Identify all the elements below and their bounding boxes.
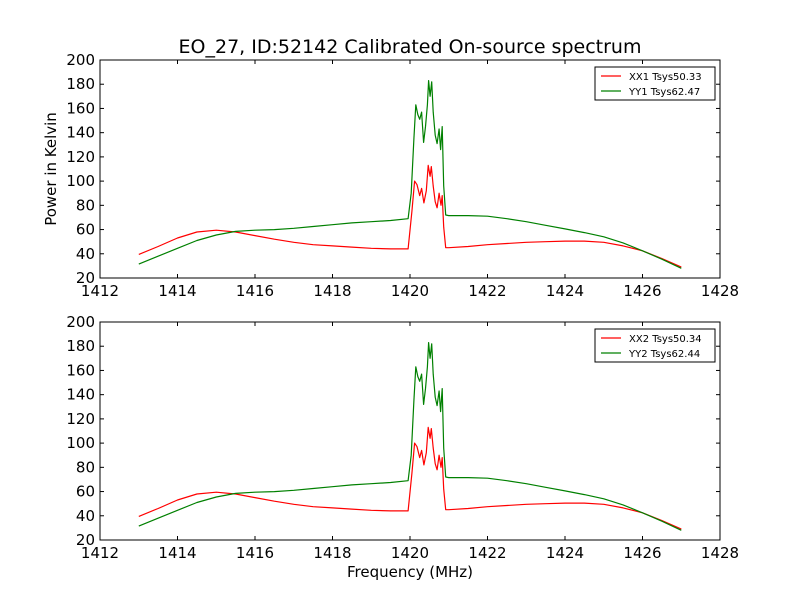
x-tick-label: 1418	[313, 282, 351, 300]
x-tick-label: 1416	[236, 282, 274, 300]
x-tick-label: 1426	[623, 282, 661, 300]
y-tick-label: 180	[66, 337, 95, 355]
y-tick-label: 40	[76, 245, 95, 263]
y-tick-label: 20	[76, 269, 95, 287]
y-axis-label: Power in Kelvin	[42, 112, 60, 226]
y-tick-label: 200	[66, 313, 95, 331]
legend-label: XX2 Tsys50.34	[629, 334, 702, 345]
series-line-xx1	[138, 164, 682, 268]
legend-label: YY2 Tsys62.44	[628, 349, 700, 360]
y-tick-label: 160	[66, 361, 95, 379]
y-tick-label: 100	[66, 434, 95, 452]
x-tick-label: 1428	[701, 282, 739, 300]
legend-box	[594, 66, 716, 101]
y-tick-label: 60	[76, 221, 95, 239]
y-tick-label: 140	[66, 124, 95, 142]
y-tick-label: 120	[66, 148, 95, 166]
top-panel: 1412 1414 1416 1418 1420 1422 1424 1426 1428 20 40…	[42, 51, 739, 300]
x-tick-label: 1416	[236, 544, 274, 562]
series-line-yy1	[138, 79, 682, 269]
y-tick-label: 80	[76, 196, 95, 214]
x-tick-label: 1412	[81, 544, 119, 562]
figure-title: EO_27, ID:52142 Calibrated On-source spe…	[179, 36, 642, 58]
x-tick-label: 1426	[623, 544, 661, 562]
bottom-panel: 1412 1414 1416 1418 1420 1422 1424 1426 1428 20 40…	[66, 313, 739, 581]
series-line-yy2	[138, 342, 682, 531]
x-tick-label: 1428	[701, 544, 739, 562]
x-tick-label: 1424	[546, 544, 584, 562]
x-tick-label: 1418	[313, 544, 351, 562]
y-tick-label: 180	[66, 75, 95, 93]
x-tick-label: 1424	[546, 282, 584, 300]
series-line-xx2	[138, 426, 682, 530]
x-tick-label: 1412	[81, 282, 119, 300]
y-tick-label: 60	[76, 483, 95, 501]
legend-label: YY1 Tsys62.47	[628, 87, 700, 98]
y-tick-label: 20	[76, 531, 95, 549]
x-tick-label: 1422	[468, 544, 506, 562]
y-tick-label: 100	[66, 172, 95, 190]
y-tick-label: 120	[66, 410, 95, 428]
y-tick-label: 40	[76, 507, 95, 525]
x-tick-label: 1420	[391, 544, 429, 562]
x-tick-label: 1414	[158, 282, 196, 300]
legend-box	[594, 328, 716, 363]
y-tick-label: 140	[66, 386, 95, 404]
y-tick-label: 80	[76, 458, 95, 476]
y-tick-label: 200	[66, 51, 95, 69]
legend-label: XX1 Tsys50.33	[629, 72, 702, 83]
y-tick-label: 160	[66, 99, 95, 117]
legend: XX1 Tsys50.33 YY1 Tsys62.47	[594, 66, 716, 101]
x-tick-label: 1414	[158, 544, 196, 562]
x-tick-label: 1420	[391, 282, 429, 300]
x-axis-label: Frequency (MHz)	[347, 563, 473, 581]
legend: XX2 Tsys50.34 YY2 Tsys62.44	[594, 328, 716, 363]
x-tick-label: 1422	[468, 282, 506, 300]
